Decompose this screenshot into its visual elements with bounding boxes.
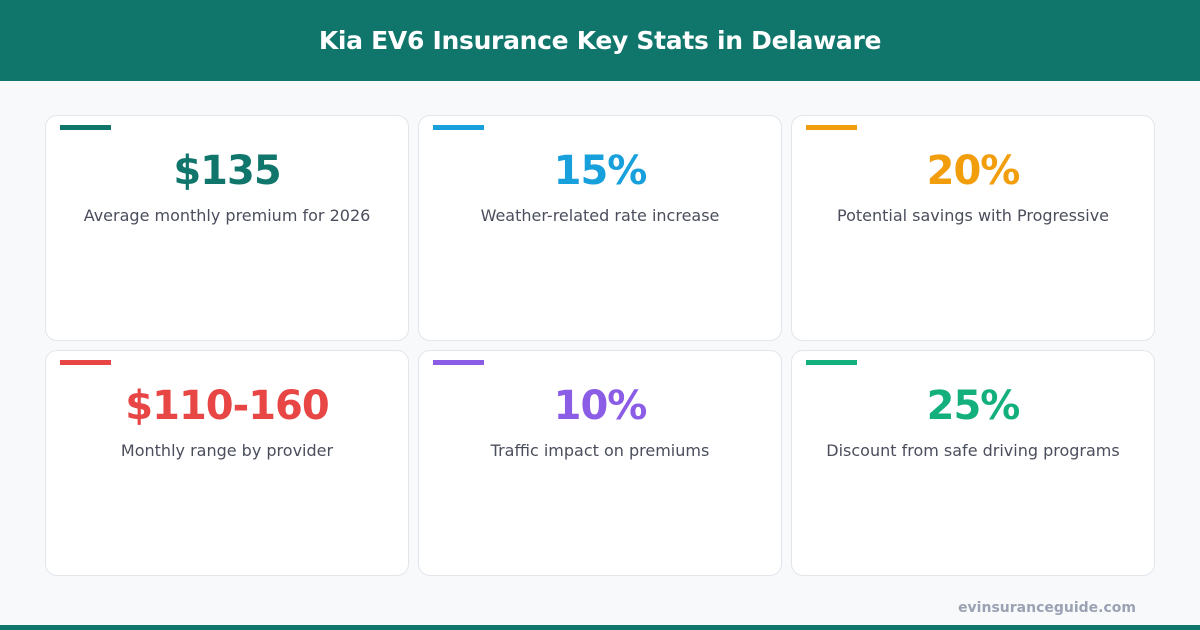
- stat-label: Traffic impact on premiums: [490, 441, 710, 460]
- footer-site: evinsuranceguide.com: [958, 600, 1136, 616]
- stat-card: $135 Average monthly premium for 2026: [45, 115, 409, 341]
- stat-label: Average monthly premium for 2026: [83, 206, 371, 225]
- stat-label: Weather-related rate increase: [480, 206, 720, 225]
- stat-value: 10%: [553, 383, 648, 429]
- stat-card: 10% Traffic impact on premiums: [418, 350, 782, 576]
- stat-value: $110-160: [125, 383, 329, 429]
- accent-bar: [60, 125, 111, 130]
- accent-bar: [806, 360, 857, 365]
- stat-card: 20% Potential savings with Progressive: [791, 115, 1155, 341]
- stat-card: 25% Discount from safe driving programs: [791, 350, 1155, 576]
- stat-card: 15% Weather-related rate increase: [418, 115, 782, 341]
- bottom-bar: [0, 625, 1200, 630]
- stat-value: 25%: [926, 383, 1021, 429]
- stat-label: Potential savings with Progressive: [836, 206, 1110, 225]
- header: Kia EV6 Insurance Key Stats in Delaware: [0, 0, 1200, 81]
- stat-value: 15%: [553, 148, 648, 194]
- accent-bar: [806, 125, 857, 130]
- page-title: Kia EV6 Insurance Key Stats in Delaware: [318, 26, 882, 55]
- accent-bar: [433, 125, 484, 130]
- stat-card: $110-160 Monthly range by provider: [45, 350, 409, 576]
- accent-bar: [433, 360, 484, 365]
- stat-value: 20%: [926, 148, 1021, 194]
- accent-bar: [60, 360, 111, 365]
- stat-label: Monthly range by provider: [120, 441, 334, 460]
- stat-label: Discount from safe driving programs: [826, 441, 1120, 460]
- stat-value: $135: [173, 148, 281, 194]
